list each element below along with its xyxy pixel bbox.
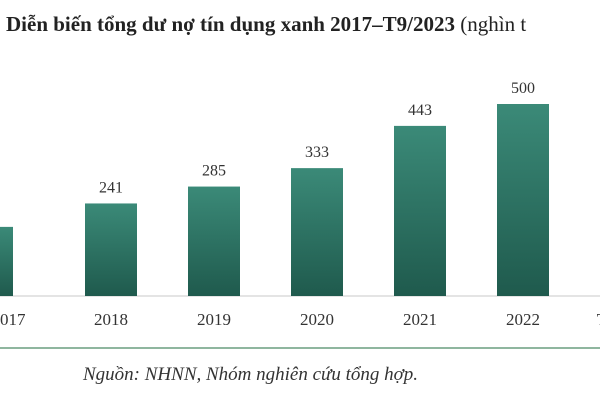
- x-tick-label-2020: 2020: [300, 310, 334, 329]
- bar-2017: [0, 226, 13, 296]
- value-label-2021: 443: [408, 102, 432, 119]
- source-note: Nguồn: NHNN, Nhóm nghiên cứu tổng hợp.: [83, 364, 419, 385]
- chart-title-unit: (nghìn t: [460, 12, 527, 36]
- x-tick-label-2017: 017: [0, 310, 26, 329]
- value-label-2022: 500: [511, 80, 535, 97]
- bar-2021: [394, 125, 446, 296]
- bar-2020: [291, 168, 343, 296]
- x-tick-label-2018: 2018: [94, 310, 128, 329]
- x-tick-label-T: T: [597, 310, 600, 329]
- chart-title: Diễn biến tổng dư nợ tín dụng xanh 2017–…: [6, 12, 526, 36]
- x-tick-label-2021: 2021: [403, 310, 437, 329]
- x-tick-label-2019: 2019: [197, 310, 231, 329]
- value-label-2018: 241: [99, 179, 123, 196]
- bar-2019: [188, 186, 240, 296]
- chart-title-main: Diễn biến tổng dư nợ tín dụng xanh 2017–…: [6, 12, 456, 36]
- bar-2022: [497, 104, 549, 296]
- value-label-2019: 285: [202, 163, 226, 180]
- divider-line: [0, 347, 600, 349]
- x-tick-label-2022: 2022: [506, 310, 540, 329]
- bar-2018: [85, 203, 137, 296]
- value-label-2020: 333: [305, 144, 329, 161]
